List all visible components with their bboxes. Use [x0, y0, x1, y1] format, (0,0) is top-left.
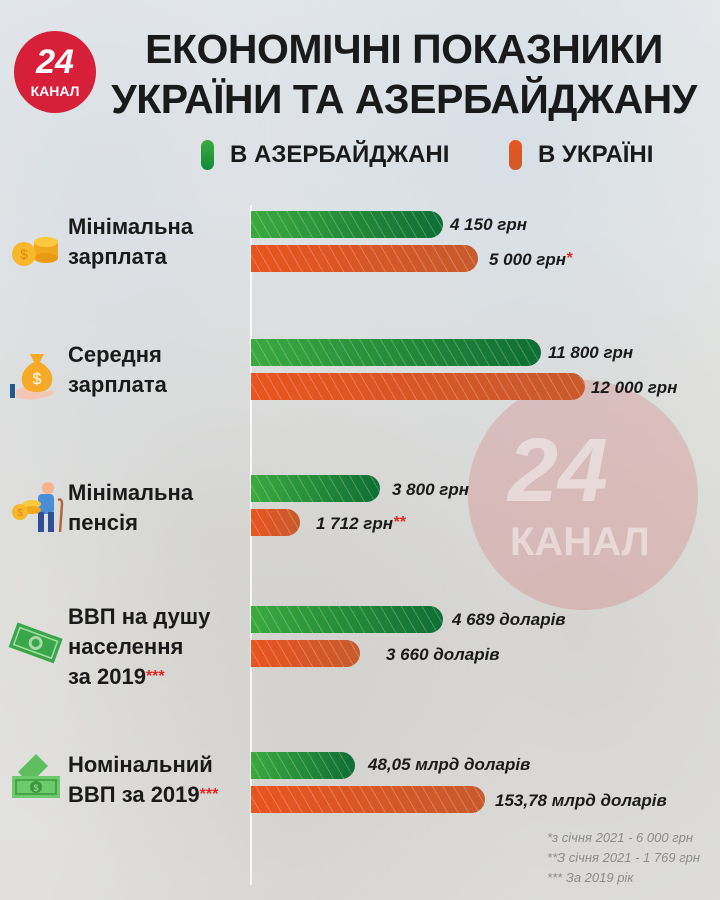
bar-az-average-salary — [251, 339, 541, 366]
money-bag-icon: $ — [10, 354, 54, 400]
category-nominal-gdp: $ Номінальний ВВП за 2019*** — [0, 750, 250, 820]
category-min-pension: $ Мінімальна пенсія — [0, 476, 250, 546]
value-ua-nominal-gdp: 153,78 млрд доларів — [495, 791, 667, 810]
logo-number: 24 — [36, 43, 74, 81]
bar-ua-gdp-per-capita — [251, 640, 360, 667]
coins-icon: $ — [12, 237, 58, 266]
pensioner-icon: $ — [12, 482, 64, 533]
value-az-min-pension: 3 800 грн — [392, 480, 469, 499]
bar-az-min-pension — [251, 475, 380, 502]
value-az-gdp-per-capita: 4 689 доларів — [452, 610, 566, 629]
page-title: ЕКОНОМІЧНІ ПОКАЗНИКИ УКРАЇНИ ТА АЗЕРБАЙД… — [111, 26, 697, 122]
value-az-average-salary: 11 800 грн — [548, 343, 634, 362]
value-ua-min-salary: 5 000 грн* — [489, 250, 573, 269]
footnotes: *з січня 2021 - 6 000 грн **З січня 2021… — [547, 830, 700, 885]
value-ua-min-pension: 1 712 грн** — [316, 514, 406, 533]
legend-ukraine: В УКРАЇНІ — [509, 140, 653, 170]
value-ua-gdp-per-capita: 3 660 доларів — [386, 645, 500, 664]
bar-ua-min-pension — [251, 509, 300, 536]
bar-az-nominal-gdp — [251, 752, 355, 779]
bar-ua-min-salary — [251, 245, 478, 272]
legend: В АЗЕРБАЙДЖАНІ В УКРАЇНІ — [0, 140, 720, 174]
value-az-nominal-gdp: 48,05 млрд доларів — [368, 755, 531, 774]
watermark-logo: 24 КАНАЛ — [468, 380, 698, 610]
bar-ua-nominal-gdp — [251, 786, 485, 813]
svg-text:$: $ — [33, 783, 38, 793]
category-gdp-per-capita: ВВП на душу населення за 2019*** — [0, 600, 250, 690]
category-min-salary: $ Мінімальна зарплата — [0, 210, 250, 280]
banknote-icon — [8, 622, 63, 664]
bar-ua-average-salary — [251, 373, 585, 400]
bar-az-min-salary — [251, 211, 443, 238]
money-stack-icon: $ — [12, 754, 60, 798]
green-swatch-icon — [201, 140, 214, 170]
value-az-min-salary: 4 150 грн — [450, 215, 527, 234]
svg-text:$: $ — [20, 246, 28, 262]
svg-text:$: $ — [33, 371, 42, 388]
axis-line — [250, 205, 252, 885]
orange-swatch-icon — [509, 140, 522, 170]
svg-text:$: $ — [17, 508, 23, 519]
legend-azerbaijan: В АЗЕРБАЙДЖАНІ — [201, 140, 449, 170]
logo-text: КАНАЛ — [30, 83, 80, 99]
category-average-salary: $ Середня зарплата — [0, 338, 250, 408]
channel-logo: 24 КАНАЛ — [14, 31, 96, 113]
value-ua-average-salary: 12 000 грн — [591, 378, 678, 397]
bar-az-gdp-per-capita — [251, 606, 443, 633]
